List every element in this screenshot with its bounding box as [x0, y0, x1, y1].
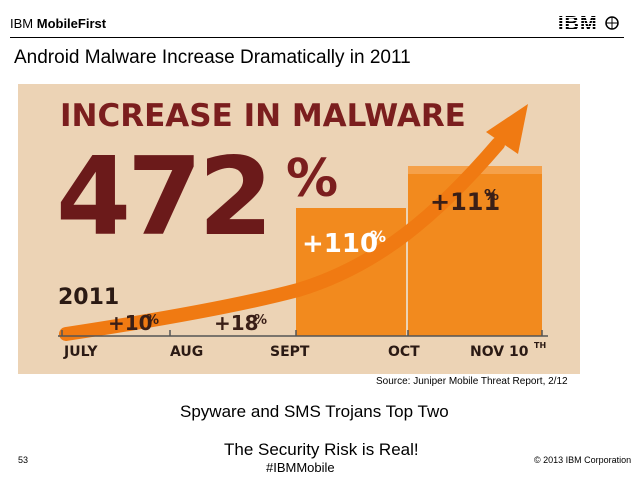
big-number: 472	[56, 135, 269, 260]
year-label: 2011	[58, 285, 119, 310]
svg-text:%: %	[484, 186, 499, 204]
month-label-aug: AUG	[170, 344, 203, 360]
timeline-ticks	[61, 330, 543, 336]
source-citation: Source: Juniper Mobile Threat Report, 2/…	[376, 376, 568, 387]
brand-mobilefirst: MobileFirst	[36, 16, 107, 31]
infographic-headline: INCREASE IN MALWARE	[60, 98, 466, 134]
subhead: Spyware and SMS Trojans Top Two	[180, 402, 449, 421]
growth-arrow	[59, 137, 505, 341]
month-label-nov-suffix: TH	[534, 341, 546, 350]
ibm-logo: IBM	[558, 13, 619, 34]
hashtag: #IBMMobile	[266, 460, 335, 475]
month-label-sept: SEPT	[270, 344, 310, 360]
month-label-oct: OCT	[388, 344, 420, 360]
malware-infographic: INCREASE IN MALWARE 472 % 2011 +10 % +18…	[18, 84, 580, 374]
ibm-smarter-planet-icon	[605, 16, 619, 30]
bar-oct-nov	[408, 166, 542, 336]
copyright: © 2013 IBM Corporation	[534, 455, 632, 465]
svg-text:+18: +18	[214, 311, 259, 335]
svg-text:%: %	[146, 313, 159, 328]
svg-text:%: %	[254, 313, 267, 328]
svg-text:+10: +10	[108, 311, 153, 335]
growth-arrow-head	[486, 104, 528, 154]
step-label-aug-sept: +18 %	[214, 311, 267, 335]
slide-title: Android Malware Increase Dramatically in…	[14, 47, 411, 68]
big-percent: %	[286, 149, 338, 209]
step-label-sept-oct: +110 %	[302, 227, 386, 259]
ibm-logo-text: IBM	[558, 13, 598, 34]
brand-wordmark: IBM MobileFirst	[10, 16, 106, 31]
month-label-nov: NOV 10	[470, 344, 529, 360]
svg-text:+110: +110	[302, 229, 378, 259]
brand-ibm: IBM	[10, 16, 37, 31]
svg-text:+111: +111	[430, 188, 500, 216]
step-label-oct-nov: +111 %	[430, 186, 500, 216]
tagline: The Security Risk is Real!	[224, 440, 419, 459]
step-label-july-aug: +10 %	[108, 311, 159, 335]
svg-text:%: %	[370, 227, 386, 246]
page-number: 53	[18, 455, 29, 465]
month-label-july: JULY	[63, 344, 98, 360]
header-divider	[10, 37, 624, 38]
